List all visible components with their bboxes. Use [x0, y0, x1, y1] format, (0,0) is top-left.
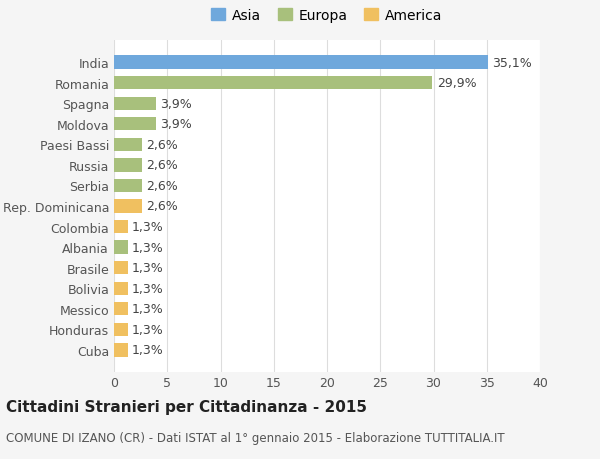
Legend: Asia, Europa, America: Asia, Europa, America [211, 9, 443, 22]
Bar [114, 200, 142, 213]
Bar [114, 179, 142, 193]
Bar [114, 262, 128, 275]
Text: 1,3%: 1,3% [132, 241, 164, 254]
Bar [114, 323, 128, 336]
Bar [114, 118, 155, 131]
Bar [114, 138, 142, 151]
Bar [114, 282, 128, 295]
Bar [114, 56, 488, 70]
Text: 1,3%: 1,3% [132, 302, 164, 316]
Bar [114, 241, 128, 254]
Text: 3,9%: 3,9% [160, 97, 191, 111]
Text: 35,1%: 35,1% [492, 56, 532, 69]
Text: 1,3%: 1,3% [132, 323, 164, 336]
Bar [114, 343, 128, 357]
Text: 2,6%: 2,6% [146, 179, 178, 192]
Text: 2,6%: 2,6% [146, 200, 178, 213]
Bar [114, 77, 433, 90]
Text: Cittadini Stranieri per Cittadinanza - 2015: Cittadini Stranieri per Cittadinanza - 2… [6, 399, 367, 414]
Text: 2,6%: 2,6% [146, 159, 178, 172]
Bar [114, 302, 128, 316]
Bar [114, 97, 155, 111]
Text: 1,3%: 1,3% [132, 262, 164, 274]
Text: 1,3%: 1,3% [132, 282, 164, 295]
Text: 1,3%: 1,3% [132, 344, 164, 357]
Text: COMUNE DI IZANO (CR) - Dati ISTAT al 1° gennaio 2015 - Elaborazione TUTTITALIA.I: COMUNE DI IZANO (CR) - Dati ISTAT al 1° … [6, 431, 505, 444]
Text: 2,6%: 2,6% [146, 139, 178, 151]
Text: 29,9%: 29,9% [437, 77, 476, 90]
Text: 1,3%: 1,3% [132, 221, 164, 234]
Text: 3,9%: 3,9% [160, 118, 191, 131]
Bar [114, 159, 142, 172]
Bar [114, 220, 128, 234]
